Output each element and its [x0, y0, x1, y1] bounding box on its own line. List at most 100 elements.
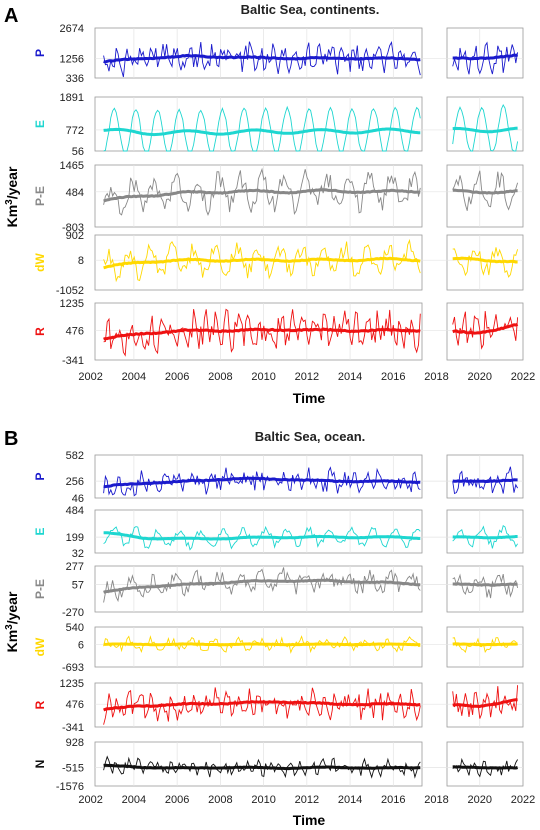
series-line-dW: [452, 637, 518, 654]
y-tick-label: 32: [72, 548, 84, 560]
subplot-P: 2674 1256 336 P: [33, 23, 524, 85]
subplot-P-E: 1465 484 -803 P-E: [33, 160, 524, 234]
axes-frame: [94, 509, 423, 554]
y-tick-label: 56: [72, 146, 84, 158]
chart-title: Baltic Sea, ocean.: [255, 429, 366, 444]
series-label: P-E: [33, 186, 47, 206]
y-tick-label: 484: [66, 505, 84, 517]
x-tick-label: 2014: [338, 371, 362, 383]
series-trend-R: [103, 700, 421, 712]
axes-frame: [446, 302, 524, 361]
series-line-E: [452, 104, 519, 152]
series-label: E: [33, 527, 47, 535]
series-label: P: [33, 472, 47, 480]
axes-frame: [446, 626, 524, 668]
axes-frame: [94, 454, 423, 499]
y-tick-label: 928: [66, 737, 84, 749]
x-tick-label: 2022: [511, 371, 535, 383]
y-tick-label: -1052: [56, 285, 84, 297]
x-tick-label: 2022: [511, 794, 535, 806]
series-trend-E: [452, 535, 518, 540]
series-trend-P-E: [452, 188, 518, 195]
y-tick-label: -341: [62, 355, 84, 367]
series-trend-E: [103, 531, 421, 541]
subplot-dW: 902 8 -1052 dW: [33, 230, 524, 297]
series-line-P-E: [103, 567, 421, 603]
x-tick-label: 2006: [165, 371, 189, 383]
series-trend-dW: [103, 256, 421, 270]
series-label: R: [33, 700, 47, 709]
axes-frame: [446, 164, 524, 228]
y-tick-label: 2674: [60, 23, 84, 35]
x-tick-label: 2016: [381, 794, 405, 806]
series-line-P: [103, 41, 421, 78]
series-trend-E: [103, 127, 421, 137]
series-line-R: [452, 311, 519, 350]
x-tick-label: 2010: [251, 794, 275, 806]
y-axis-label: Km3/year: [4, 591, 20, 652]
chart-A: A Baltic Sea, continents. Km3/year Time 2002…: [4, 2, 535, 406]
series-label: dW: [33, 637, 47, 656]
panel-letter: A: [4, 5, 18, 27]
axes-frame: [94, 27, 423, 79]
x-tick-label: 2018: [424, 794, 448, 806]
y-tick-label: 1235: [60, 678, 84, 690]
subplot-E: 1891 772 56 E: [33, 92, 524, 158]
y-tick-label: 336: [66, 73, 84, 85]
series-trend-P: [103, 476, 421, 489]
series-trend-dW: [452, 642, 518, 647]
series-label: R: [33, 327, 47, 336]
series-line-R: [103, 687, 421, 725]
x-tick-label: 2020: [468, 794, 492, 806]
y-tick-label: 57: [72, 580, 84, 592]
series-trend-dW: [452, 256, 518, 264]
x-tick-label: 2018: [424, 371, 448, 383]
y-tick-label: 1891: [60, 92, 84, 104]
y-tick-label: 476: [66, 325, 84, 337]
y-tick-label: 484: [66, 187, 84, 199]
subplot-dW: 540 6 -693 dW: [33, 622, 524, 674]
series-line-N: [452, 757, 518, 778]
y-tick-label: 1256: [60, 53, 84, 65]
x-tick-label: 2004: [122, 794, 146, 806]
panel-letter: B: [4, 428, 18, 450]
series-label: E: [33, 120, 47, 128]
series-line-R: [452, 685, 519, 719]
subplot-P: 582 256 46 P: [33, 450, 524, 505]
y-tick-label: -341: [62, 722, 84, 734]
axes-frame: [446, 234, 524, 291]
x-tick-label: 2016: [381, 371, 405, 383]
y-tick-label: -803: [62, 222, 84, 234]
y-tick-label: 902: [66, 230, 84, 242]
y-tick-label: -693: [62, 662, 84, 674]
chart-B: B Baltic Sea, ocean. Km3/year Time 2002 2004 2…: [4, 428, 535, 828]
x-tick-label: 2012: [295, 371, 319, 383]
x-tick-label: 2010: [251, 371, 275, 383]
series-line-P-E: [103, 167, 421, 216]
axes-frame: [94, 164, 423, 228]
axes-frame: [446, 741, 524, 787]
series-label: P-E: [33, 579, 47, 599]
series-line-P-E: [452, 170, 519, 211]
y-tick-label: -515: [62, 762, 84, 774]
axes-frame: [446, 454, 524, 499]
axes-frame: [94, 682, 423, 728]
y-tick-label: 256: [66, 476, 84, 488]
axes-frame: [94, 96, 423, 152]
series-trend-P: [452, 478, 518, 483]
series-line-P: [452, 41, 519, 75]
series-trend-dW: [103, 642, 421, 647]
series-label: P: [33, 49, 47, 57]
x-tick-label: 2014: [338, 794, 362, 806]
subplot-N: 928 -515 -1576 N: [33, 737, 524, 793]
x-axis-label: Time: [293, 390, 326, 406]
series-trend-P: [452, 53, 519, 61]
series-line-dW: [452, 247, 519, 278]
x-tick-label: 2012: [295, 794, 319, 806]
series-trend-P-E: [103, 578, 421, 594]
y-tick-label: 199: [66, 532, 84, 544]
series-trend-P-E: [452, 582, 518, 587]
axes-frame: [446, 565, 524, 613]
series-trend-N: [452, 765, 519, 770]
